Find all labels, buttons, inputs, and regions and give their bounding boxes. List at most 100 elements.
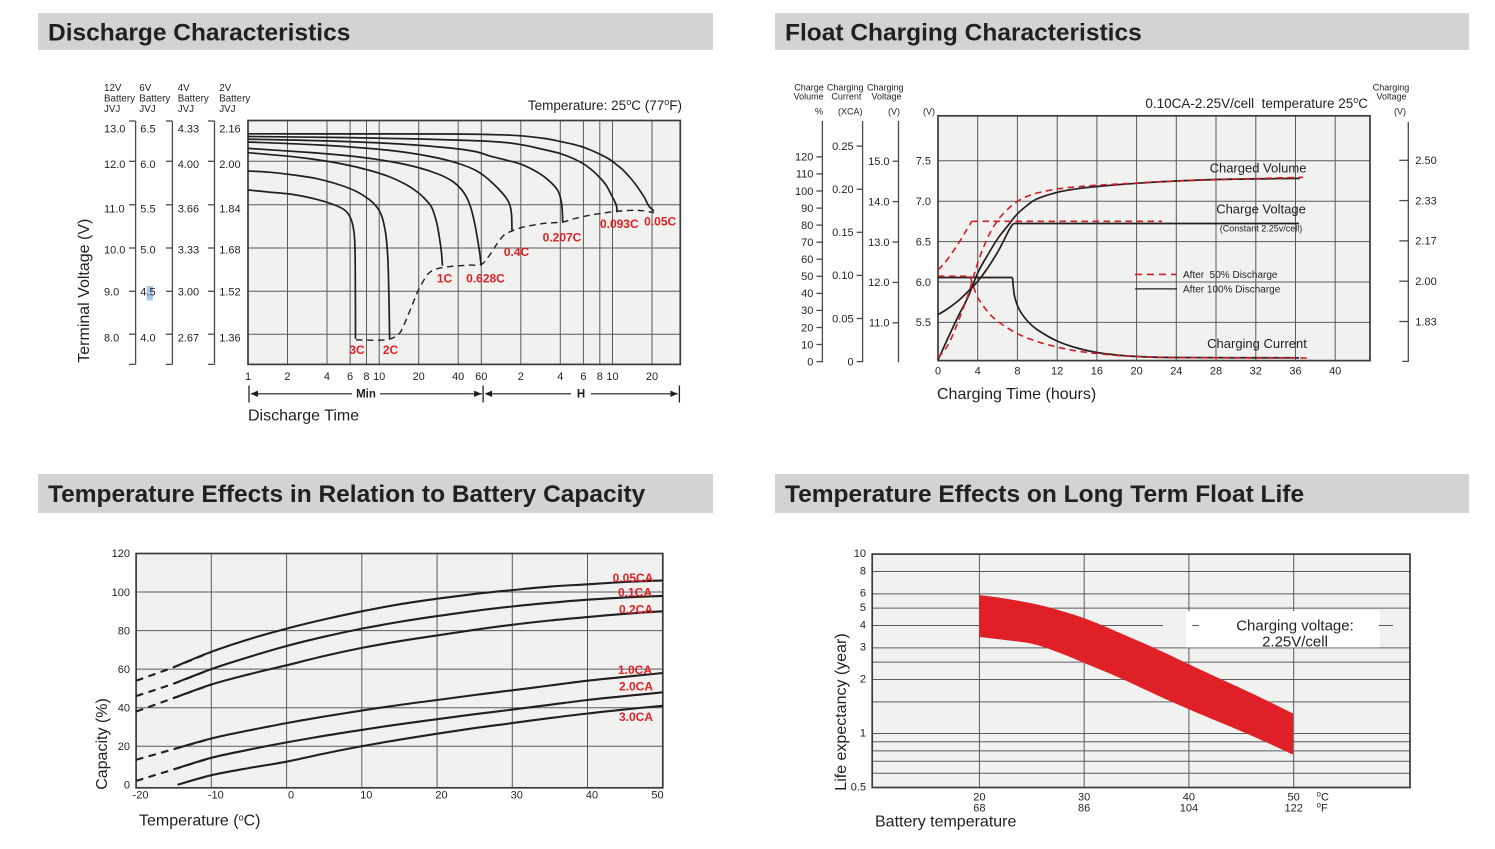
svg-text:10: 10 xyxy=(854,548,866,560)
svg-text:4: 4 xyxy=(324,371,330,383)
svg-text:Charge: Charge xyxy=(794,82,824,92)
svg-text:0: 0 xyxy=(288,790,294,802)
svg-text:Temperature Effects on Long Te: Temperature Effects on Long Term Float L… xyxy=(785,481,1304,508)
svg-text:100: 100 xyxy=(795,186,813,198)
svg-text:68: 68 xyxy=(973,803,985,815)
svg-text:1.68: 1.68 xyxy=(219,244,240,256)
svg-text:8: 8 xyxy=(1014,366,1020,378)
svg-text:3.66: 3.66 xyxy=(178,204,199,216)
svg-text:0.2CA: 0.2CA xyxy=(619,603,653,617)
svg-text:0.628C: 0.628C xyxy=(466,271,505,285)
svg-text:28: 28 xyxy=(1210,366,1222,378)
svg-text:104: 104 xyxy=(1180,803,1198,815)
svg-text:Temperature: 25oC (77oF): Temperature: 25oC (77oF) xyxy=(528,97,682,113)
svg-text:11.0: 11.0 xyxy=(104,204,125,216)
svg-text:13.0: 13.0 xyxy=(104,123,125,135)
svg-text:14.0: 14.0 xyxy=(868,196,889,208)
svg-text:0: 0 xyxy=(807,356,813,368)
svg-text:2: 2 xyxy=(860,673,866,685)
svg-text:40: 40 xyxy=(1183,792,1195,804)
svg-text:40: 40 xyxy=(1329,366,1341,378)
svg-text:(Constant 2.25v/cell): (Constant 2.25v/cell) xyxy=(1220,224,1303,234)
svg-text:36: 36 xyxy=(1289,366,1301,378)
svg-text:122: 122 xyxy=(1284,803,1302,815)
svg-text:Charging: Charging xyxy=(1373,82,1410,92)
svg-text:30: 30 xyxy=(1078,792,1090,804)
svg-text:40: 40 xyxy=(801,288,813,300)
svg-text:30: 30 xyxy=(511,790,523,802)
svg-text:40: 40 xyxy=(452,371,464,383)
svg-text:20: 20 xyxy=(413,371,425,383)
svg-text:0.093C: 0.093C xyxy=(600,217,639,231)
svg-text:0: 0 xyxy=(935,366,941,378)
svg-text:10: 10 xyxy=(373,371,385,383)
svg-text:6: 6 xyxy=(860,588,866,600)
svg-text:3.0CA: 3.0CA xyxy=(619,710,653,724)
svg-text:7.5: 7.5 xyxy=(916,156,931,168)
svg-text:6: 6 xyxy=(580,371,586,383)
svg-text:1.0CA: 1.0CA xyxy=(618,663,652,677)
svg-text:Battery: Battery xyxy=(219,93,250,104)
svg-text:Discharge Time: Discharge Time xyxy=(248,408,359,425)
svg-text:5: 5 xyxy=(860,602,866,614)
svg-text:1: 1 xyxy=(245,371,251,383)
svg-text:3: 3 xyxy=(860,642,866,654)
svg-text:0.10CA-2.25V/cell temperature: 0.10CA-2.25V/cell temperature 25oC xyxy=(1145,95,1368,111)
svg-text:12: 12 xyxy=(1051,366,1063,378)
svg-text:6.5: 6.5 xyxy=(916,236,931,248)
svg-text:0.4C: 0.4C xyxy=(504,245,530,259)
svg-text:20: 20 xyxy=(801,322,813,334)
svg-text:After 50% Discharge: After 50% Discharge xyxy=(1183,270,1278,281)
svg-text:40: 40 xyxy=(586,790,598,802)
svg-text:20: 20 xyxy=(435,790,447,802)
svg-text:15.0: 15.0 xyxy=(868,156,889,168)
svg-text:12.0: 12.0 xyxy=(104,159,125,171)
svg-text:60: 60 xyxy=(118,664,130,676)
svg-text:Charge Voltage: Charge Voltage xyxy=(1216,202,1306,217)
svg-text:0: 0 xyxy=(124,780,130,792)
svg-text:6: 6 xyxy=(347,371,353,383)
svg-text:Charged Volume: Charged Volume xyxy=(1210,161,1307,176)
svg-text:1C: 1C xyxy=(437,271,453,285)
svg-text:2: 2 xyxy=(284,371,290,383)
svg-text:0.25: 0.25 xyxy=(832,141,853,153)
svg-text:Charging: Charging xyxy=(827,82,864,92)
svg-text:Temperature Effects in Relatio: Temperature Effects in Relation to Batte… xyxy=(48,481,646,508)
svg-text:10: 10 xyxy=(360,790,372,802)
svg-text:2.25V/cell: 2.25V/cell xyxy=(1262,634,1328,651)
svg-text:4V: 4V xyxy=(178,83,190,94)
svg-text:50: 50 xyxy=(1288,792,1300,804)
svg-text:16: 16 xyxy=(1091,366,1103,378)
svg-text:6.0: 6.0 xyxy=(916,277,931,289)
svg-text:1.83: 1.83 xyxy=(1415,316,1436,328)
svg-text:8.0: 8.0 xyxy=(104,332,119,344)
svg-text:8: 8 xyxy=(860,565,866,577)
svg-text:1: 1 xyxy=(860,727,866,739)
svg-text:Battery: Battery xyxy=(178,93,209,104)
svg-text:70: 70 xyxy=(801,237,813,249)
svg-text:Volume: Volume xyxy=(794,91,824,101)
svg-text:-10: -10 xyxy=(208,790,224,802)
svg-text:5.5: 5.5 xyxy=(916,317,931,329)
svg-text:2V: 2V xyxy=(219,83,231,94)
svg-text:JVJ: JVJ xyxy=(178,104,194,115)
svg-text:1.52: 1.52 xyxy=(219,286,240,298)
svg-text:Charging Current: Charging Current xyxy=(1207,336,1307,351)
svg-text:%: % xyxy=(815,107,823,117)
svg-text:3.00: 3.00 xyxy=(178,286,199,298)
svg-text:2.67: 2.67 xyxy=(178,332,199,344)
svg-text:2.0CA: 2.0CA xyxy=(619,679,653,693)
svg-text:Charging Time (hours): Charging Time (hours) xyxy=(937,386,1096,403)
svg-text:9.0: 9.0 xyxy=(104,286,119,298)
svg-text:24: 24 xyxy=(1170,366,1182,378)
svg-text:4.5: 4.5 xyxy=(140,286,155,298)
svg-text:1.36: 1.36 xyxy=(219,332,240,344)
svg-text:4.0: 4.0 xyxy=(140,332,155,344)
svg-text:8: 8 xyxy=(363,371,369,383)
svg-text:7.0: 7.0 xyxy=(916,196,931,208)
svg-text:60: 60 xyxy=(475,371,487,383)
svg-text:Current: Current xyxy=(831,91,862,101)
svg-text:5.5: 5.5 xyxy=(140,204,155,216)
svg-text:Min: Min xyxy=(356,389,376,401)
svg-text:40: 40 xyxy=(118,702,130,714)
